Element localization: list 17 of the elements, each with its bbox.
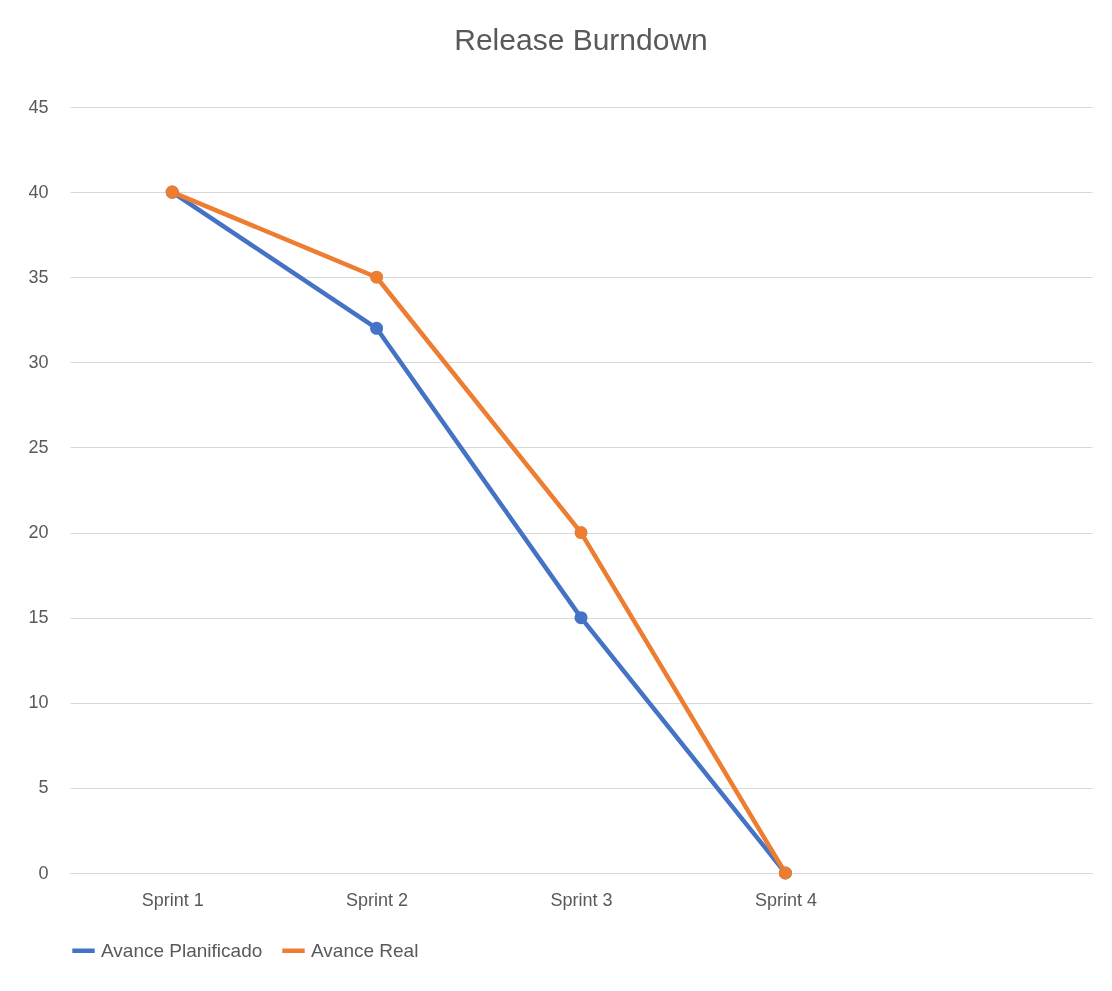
y-tick-label: 30	[28, 351, 49, 372]
y-tick-label: 10	[28, 692, 49, 713]
y-tick-label: 5	[38, 777, 49, 798]
y-tick-label: 20	[28, 522, 49, 543]
x-tick-label: Sprint 4	[754, 889, 817, 910]
y-tick-label: 40	[28, 181, 49, 202]
x-tick-label: Sprint 2	[346, 889, 409, 910]
y-tick-label: 0	[38, 862, 49, 883]
y-tick-label: 45	[28, 96, 49, 117]
y-tick-label: 25	[28, 436, 49, 457]
x-tick-label: Sprint 3	[550, 889, 613, 910]
legend-label: Avance Planificado	[101, 939, 263, 961]
legend-label: Avance Real	[311, 939, 419, 961]
chart-title: Release Burndown	[454, 23, 708, 56]
x-tick-label: Sprint 1	[141, 889, 204, 910]
y-tick-label: 35	[28, 266, 49, 287]
y-tick-label: 15	[28, 607, 49, 628]
